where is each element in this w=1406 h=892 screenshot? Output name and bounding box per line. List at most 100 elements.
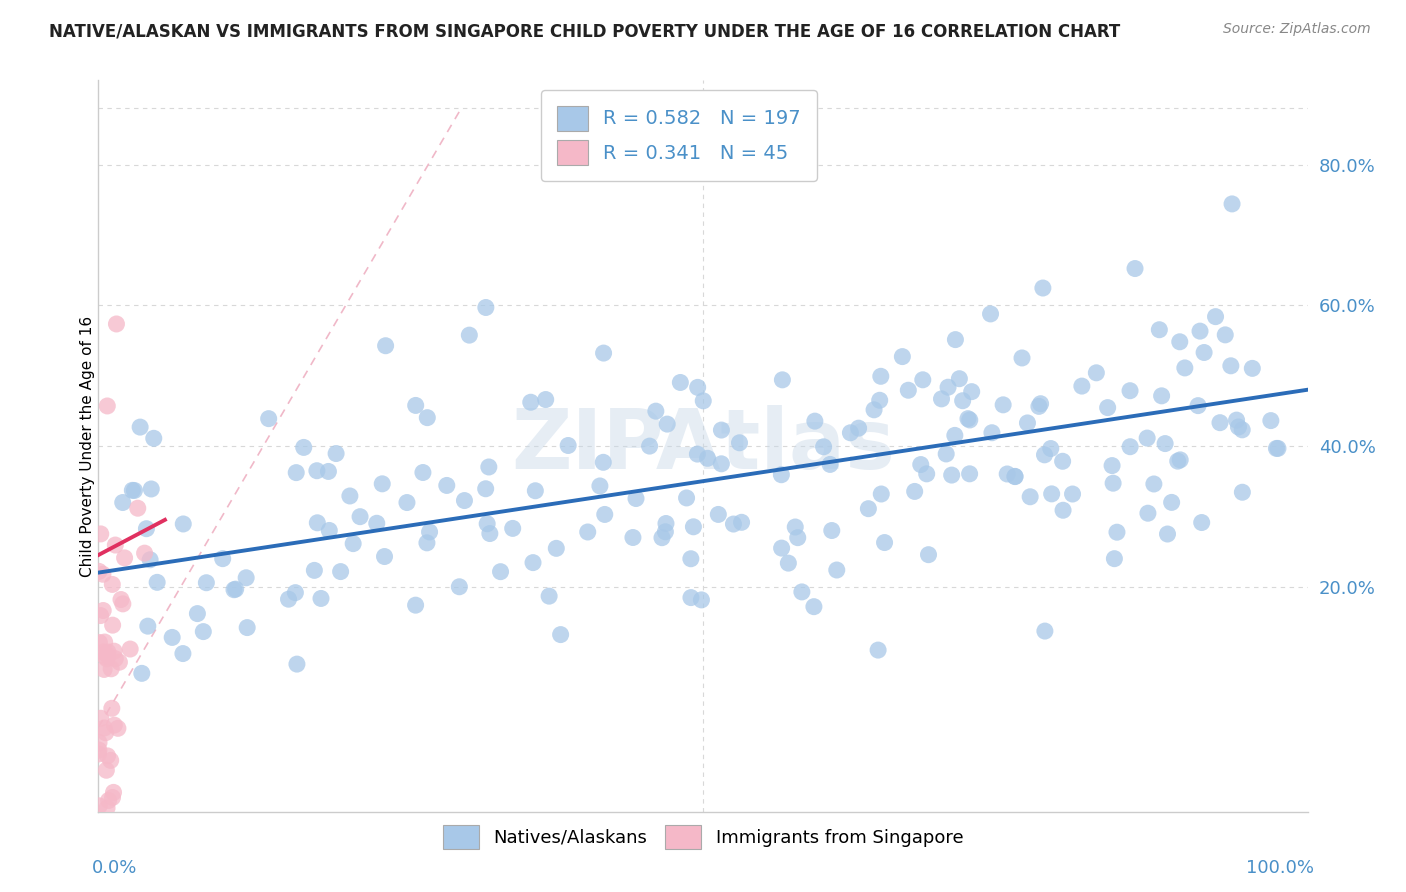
Point: [1191, 516, 1213, 530]
Point: [1102, 476, 1125, 491]
Point: [91, 567, 114, 582]
Point: [1143, 477, 1166, 491]
Point: [945, 333, 967, 347]
Point: [419, 524, 441, 539]
Point: [127, 501, 149, 516]
Point: [135, 522, 157, 536]
Point: [1040, 487, 1063, 501]
Point: [97, 645, 120, 659]
Point: [770, 467, 793, 482]
Point: [160, 631, 183, 645]
Point: [873, 535, 896, 549]
Point: [669, 376, 692, 390]
Point: [848, 421, 870, 435]
Point: [89, 798, 111, 813]
Point: [235, 571, 257, 585]
Point: [868, 643, 890, 657]
Point: [1227, 420, 1250, 434]
Point: [502, 521, 524, 535]
Point: [225, 582, 247, 596]
Point: [935, 447, 957, 461]
Point: [692, 393, 714, 408]
Point: [108, 655, 131, 669]
Point: [304, 563, 326, 577]
Point: [1136, 506, 1159, 520]
Point: [813, 440, 835, 454]
Point: [87, 565, 110, 579]
Point: [592, 455, 614, 469]
Point: [100, 753, 122, 767]
Point: [110, 592, 132, 607]
Point: [869, 369, 891, 384]
Point: [1149, 323, 1171, 337]
Point: [870, 487, 893, 501]
Point: [329, 565, 352, 579]
Point: [519, 395, 541, 409]
Point: [193, 624, 215, 639]
Point: [101, 790, 124, 805]
Point: [416, 410, 439, 425]
Point: [236, 621, 259, 635]
Point: [318, 524, 340, 538]
Point: [101, 577, 124, 591]
Point: [101, 701, 124, 715]
Point: [1232, 423, 1254, 437]
Point: [1265, 442, 1288, 456]
Point: [654, 524, 676, 539]
Point: [593, 508, 616, 522]
Point: [211, 551, 233, 566]
Point: [100, 662, 122, 676]
Point: [105, 317, 128, 331]
Point: [1123, 261, 1146, 276]
Point: [87, 747, 110, 761]
Point: [1011, 351, 1033, 365]
Point: [959, 467, 981, 481]
Point: [931, 392, 953, 406]
Point: [90, 711, 112, 725]
Point: [546, 541, 568, 556]
Point: [1136, 431, 1159, 445]
Point: [1209, 416, 1232, 430]
Point: [111, 495, 134, 509]
Point: [371, 476, 394, 491]
Point: [686, 380, 709, 394]
Point: [679, 551, 702, 566]
Point: [524, 483, 547, 498]
Point: [1062, 487, 1084, 501]
Point: [786, 531, 808, 545]
Point: [374, 339, 396, 353]
Legend: Natives/Alaskans, Immigrants from Singapore: Natives/Alaskans, Immigrants from Singap…: [433, 816, 973, 857]
Point: [97, 793, 120, 807]
Point: [730, 516, 752, 530]
Point: [1052, 503, 1074, 517]
Point: [285, 466, 308, 480]
Point: [96, 652, 118, 666]
Point: [114, 550, 136, 565]
Point: [222, 582, 245, 597]
Point: [1070, 379, 1092, 393]
Point: [1029, 397, 1052, 411]
Point: [1168, 334, 1191, 349]
Point: [557, 438, 579, 452]
Point: [120, 642, 142, 657]
Point: [1004, 469, 1026, 483]
Point: [651, 531, 673, 545]
Point: [416, 536, 439, 550]
Point: [941, 468, 963, 483]
Point: [696, 451, 718, 466]
Point: [710, 423, 733, 437]
Point: [897, 383, 920, 397]
Point: [1174, 360, 1197, 375]
Point: [1028, 400, 1050, 414]
Point: [172, 516, 194, 531]
Point: [592, 346, 614, 360]
Point: [682, 520, 704, 534]
Point: [804, 414, 827, 428]
Point: [980, 307, 1002, 321]
Point: [1160, 495, 1182, 509]
Point: [104, 651, 127, 665]
Point: [1119, 440, 1142, 454]
Point: [93, 645, 115, 659]
Point: [538, 589, 561, 603]
Point: [1033, 448, 1056, 462]
